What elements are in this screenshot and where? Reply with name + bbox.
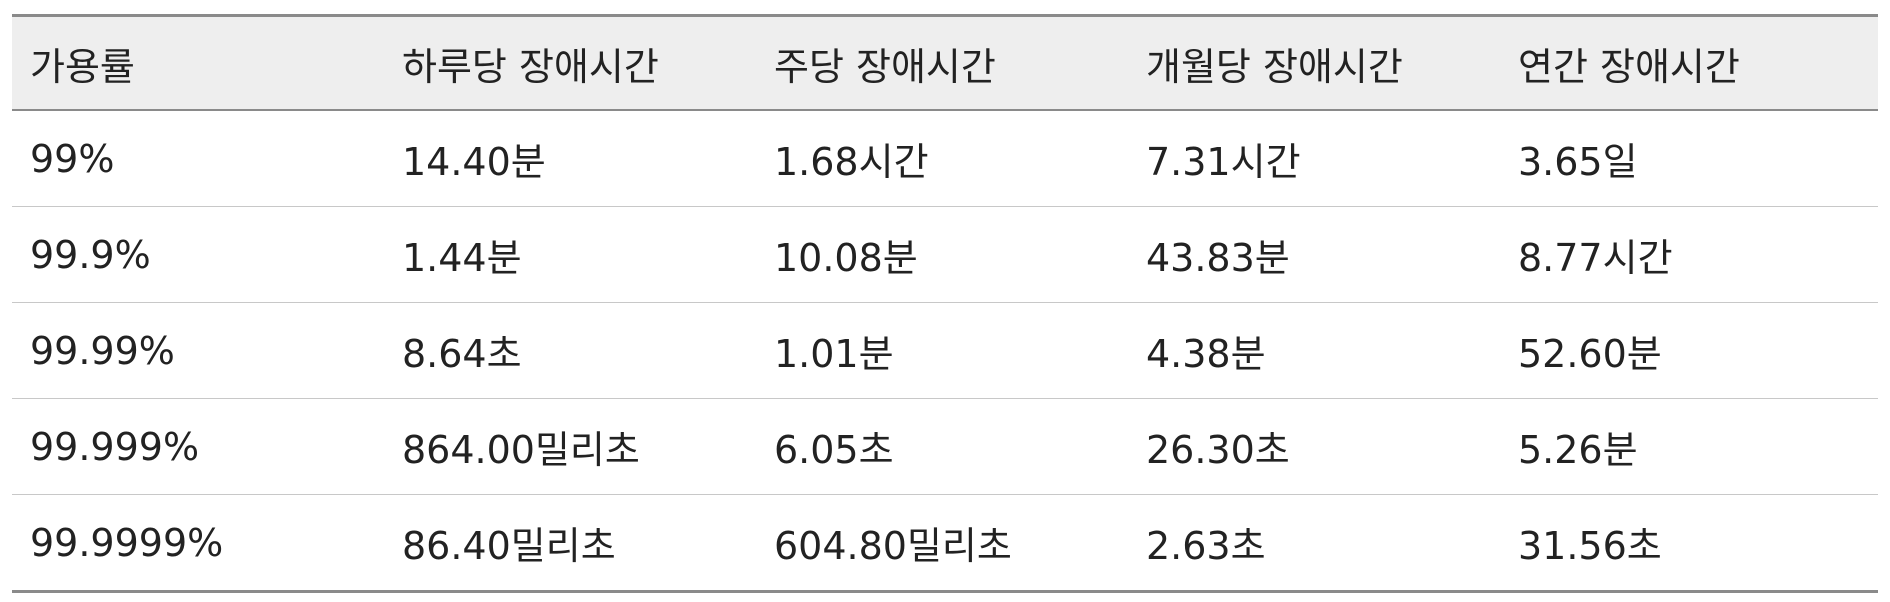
header-weekly-downtime: 주당 장애시간 — [774, 44, 996, 89]
cell-daily: 864.00밀리초 — [384, 398, 756, 495]
availability-downtime-table: 가용률 하루당 장애시간 주당 장애시간 개월당 장애시간 연간 장애시간 99… — [12, 14, 1878, 593]
cell-yearly: 5.26분 — [1500, 398, 1878, 495]
header-daily-downtime: 하루당 장애시간 — [402, 44, 659, 89]
cell-monthly: 26.30초 — [1128, 398, 1500, 495]
cell-availability: 99.9% — [12, 206, 384, 303]
table-header: 가용률 하루당 장애시간 주당 장애시간 개월당 장애시간 연간 장애시간 — [12, 15, 1878, 110]
table-row: 99.999% 864.00밀리초 6.05초 26.30초 5.26분 — [12, 398, 1878, 495]
cell-daily: 8.64초 — [384, 302, 756, 399]
cell-weekly: 1.68시간 — [756, 110, 1128, 207]
cell-monthly: 7.31시간 — [1128, 110, 1500, 207]
header-row: 가용률 하루당 장애시간 주당 장애시간 개월당 장애시간 연간 장애시간 — [12, 15, 1878, 110]
cell-availability: 99.999% — [12, 398, 384, 495]
table-row: 99% 14.40분 1.68시간 7.31시간 3.65일 — [12, 110, 1878, 207]
cell-availability: 99.99% — [12, 302, 384, 399]
cell-yearly: 8.77시간 — [1500, 206, 1878, 303]
table-row: 99.9999% 86.40밀리초 604.80밀리초 2.63초 31.56초 — [12, 494, 1878, 593]
cell-yearly: 52.60분 — [1500, 302, 1878, 399]
cell-daily: 86.40밀리초 — [384, 494, 756, 593]
cell-weekly: 1.01분 — [756, 302, 1128, 399]
header-monthly-downtime: 개월당 장애시간 — [1146, 44, 1403, 89]
cell-daily: 14.40분 — [384, 110, 756, 207]
cell-availability: 99.9999% — [12, 494, 384, 593]
cell-yearly: 3.65일 — [1500, 110, 1878, 207]
cell-weekly: 6.05초 — [756, 398, 1128, 495]
downtime-table-container: 가용률 하루당 장애시간 주당 장애시간 개월당 장애시간 연간 장애시간 99… — [12, 14, 1878, 593]
cell-daily: 1.44분 — [384, 206, 756, 303]
cell-weekly: 10.08분 — [756, 206, 1128, 303]
header-availability: 가용률 — [30, 44, 135, 89]
cell-monthly: 43.83분 — [1128, 206, 1500, 303]
cell-weekly: 604.80밀리초 — [756, 494, 1128, 593]
header-yearly-downtime: 연간 장애시간 — [1518, 44, 1740, 89]
cell-availability: 99% — [12, 110, 384, 207]
cell-monthly: 4.38분 — [1128, 302, 1500, 399]
cell-monthly: 2.63초 — [1128, 494, 1500, 593]
table-body: 99% 14.40분 1.68시간 7.31시간 3.65일 99.9% 1.4… — [12, 110, 1878, 593]
table-row: 99.9% 1.44분 10.08분 43.83분 8.77시간 — [12, 206, 1878, 303]
cell-yearly: 31.56초 — [1500, 494, 1878, 593]
table-row: 99.99% 8.64초 1.01분 4.38분 52.60분 — [12, 302, 1878, 399]
